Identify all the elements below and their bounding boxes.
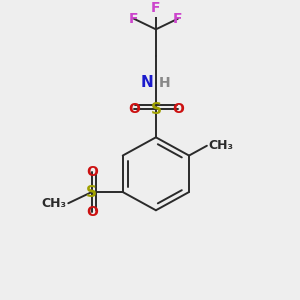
Text: CH₃: CH₃ xyxy=(208,139,233,152)
Text: O: O xyxy=(172,102,184,116)
Text: S: S xyxy=(86,184,97,200)
Text: CH₃: CH₃ xyxy=(42,197,67,210)
Text: O: O xyxy=(86,165,98,179)
Text: O: O xyxy=(86,205,98,219)
Text: O: O xyxy=(128,102,140,116)
Text: F: F xyxy=(173,12,183,26)
Text: F: F xyxy=(129,12,139,26)
Text: H: H xyxy=(159,76,170,90)
Text: N: N xyxy=(140,75,153,90)
Text: F: F xyxy=(151,1,160,15)
Text: S: S xyxy=(150,102,161,117)
